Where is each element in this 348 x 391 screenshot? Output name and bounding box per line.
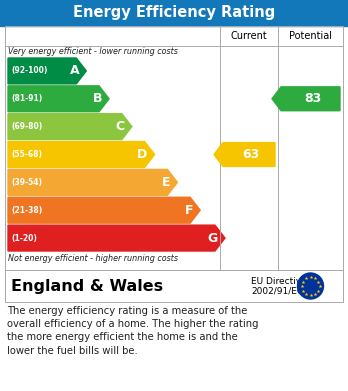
Polygon shape [272,87,340,111]
Text: F: F [185,204,193,217]
Text: Not energy efficient - higher running costs: Not energy efficient - higher running co… [8,254,178,263]
Text: E: E [162,176,171,189]
Polygon shape [8,225,225,251]
Polygon shape [8,86,109,112]
Text: (81-91): (81-91) [11,94,42,103]
Text: EU Directive: EU Directive [251,276,307,285]
Text: Potential: Potential [289,31,332,41]
Text: Current: Current [231,31,267,41]
Text: D: D [137,148,148,161]
Bar [0,0,348,26]
Polygon shape [8,169,177,195]
Text: (39-54): (39-54) [11,178,42,187]
Text: C: C [116,120,125,133]
Text: (55-68): (55-68) [11,150,42,159]
Text: (21-38): (21-38) [11,206,42,215]
Text: 83: 83 [304,92,321,105]
Text: (69-80): (69-80) [11,122,42,131]
Polygon shape [8,142,155,167]
Polygon shape [8,58,86,84]
Text: B: B [93,92,102,105]
Text: The energy efficiency rating is a measure of the
overall efficiency of a home. T: The energy efficiency rating is a measur… [7,306,259,355]
Text: Energy Efficiency Rating: Energy Efficiency Rating [73,5,275,20]
Bar [5,270,343,302]
Polygon shape [214,143,275,167]
Text: G: G [208,231,218,245]
Text: Very energy efficient - lower running costs: Very energy efficient - lower running co… [8,47,178,56]
Text: (1-20): (1-20) [11,233,37,242]
Text: 63: 63 [243,148,260,161]
Text: (92-100): (92-100) [11,66,47,75]
Circle shape [298,273,324,299]
Text: 2002/91/EC: 2002/91/EC [251,287,303,296]
Text: A: A [70,65,79,77]
Polygon shape [8,114,132,140]
Bar [5,26,343,270]
Polygon shape [8,197,200,223]
Text: England & Wales: England & Wales [11,278,163,294]
